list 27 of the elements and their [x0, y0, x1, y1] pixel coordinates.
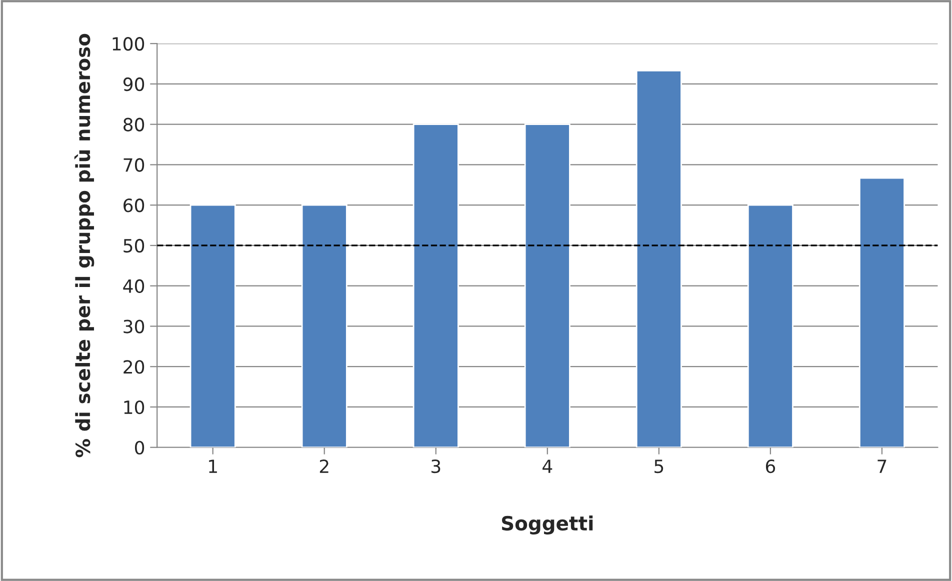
y-tick-label: 10 — [124, 400, 144, 414]
y-tick-label: 20 — [124, 360, 144, 374]
x-tick-label: 2 — [320, 459, 328, 473]
y-tick-label: 60 — [124, 198, 144, 212]
y-axis-title: % di scelte per il gruppo più numeroso — [74, 34, 94, 458]
x-tick-label: 3 — [432, 459, 440, 474]
x-tick-label: 7 — [878, 460, 886, 473]
y-tick-label: 70 — [124, 158, 144, 172]
bar — [636, 70, 682, 448]
bar — [747, 204, 794, 448]
y-tick-label: 100 — [112, 37, 144, 51]
x-tick-label: 5 — [654, 460, 664, 474]
y-tick-label: 30 — [124, 320, 144, 334]
bar — [412, 124, 459, 448]
x-axis-title: Soggetti — [502, 516, 593, 535]
x-tick-label: 1 — [209, 460, 217, 473]
y-tick-label: 90 — [123, 77, 144, 92]
y-tick-label: 0 — [134, 440, 144, 454]
bar — [301, 204, 348, 448]
x-tick-label: 4 — [542, 460, 552, 473]
bar — [858, 177, 905, 448]
y-tick-label: 80 — [124, 118, 144, 132]
bar — [190, 204, 236, 448]
x-tick-label: 6 — [766, 459, 776, 474]
y-tick-label: 50 — [124, 238, 144, 253]
y-tick-label: 40 — [123, 279, 144, 293]
bar — [524, 124, 570, 448]
